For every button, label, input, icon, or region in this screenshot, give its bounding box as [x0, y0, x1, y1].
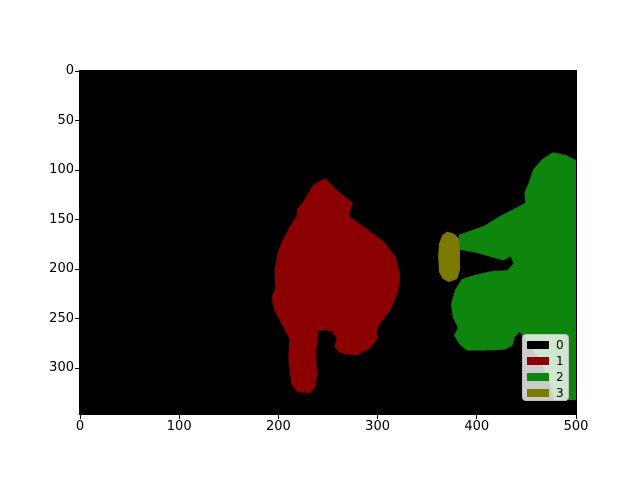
x-tick-mark [377, 415, 379, 419]
y-tick-mark [75, 169, 79, 171]
legend-entry-2: 2 [527, 369, 568, 385]
x-tick-mark [575, 415, 577, 419]
x-tick-mark [476, 415, 478, 419]
legend-entry-0: 0 [527, 337, 568, 353]
legend-swatch-class-3 [527, 389, 549, 397]
legend-entry-3: 3 [527, 385, 568, 401]
y-tick-mark [75, 268, 79, 270]
segmentation-mask-image [80, 71, 576, 414]
y-tick-mark [75, 367, 79, 369]
y-tick-mark [75, 219, 79, 221]
y-tick-label: 100 [49, 162, 74, 178]
y-tick-label: 250 [49, 310, 74, 326]
x-tick-label: 200 [265, 419, 291, 434]
y-tick-mark [75, 70, 79, 72]
x-tick-mark [79, 415, 81, 419]
x-tick-label: 400 [464, 419, 490, 434]
legend: 0 1 2 3 [522, 334, 569, 401]
mask-region-class-3 [438, 231, 460, 283]
legend-entry-1: 1 [527, 353, 568, 369]
plot-area: 0 1 2 3 [79, 70, 577, 415]
legend-label: 3 [556, 386, 564, 400]
y-tick-label: 200 [49, 261, 74, 277]
mask-region-class-1 [271, 178, 401, 394]
y-tick-label: 150 [49, 211, 74, 227]
legend-label: 0 [556, 338, 564, 352]
x-tick-label: 300 [365, 419, 391, 434]
x-tick-label: 500 [563, 419, 589, 434]
x-tick-label: 100 [166, 419, 192, 434]
x-tick-label: 0 [75, 419, 85, 434]
y-tick-label: 300 [49, 360, 74, 376]
legend-label: 2 [556, 370, 564, 384]
x-tick-mark [277, 415, 279, 419]
y-tick-mark [75, 120, 79, 122]
legend-label: 1 [556, 354, 564, 368]
legend-swatch-class-0 [527, 341, 549, 349]
legend-swatch-class-2 [527, 373, 549, 381]
legend-swatch-class-1 [527, 357, 549, 365]
y-tick-label: 0 [65, 63, 74, 78]
y-tick-mark [75, 318, 79, 320]
y-tick-label: 50 [57, 112, 74, 128]
x-tick-mark [178, 415, 180, 419]
